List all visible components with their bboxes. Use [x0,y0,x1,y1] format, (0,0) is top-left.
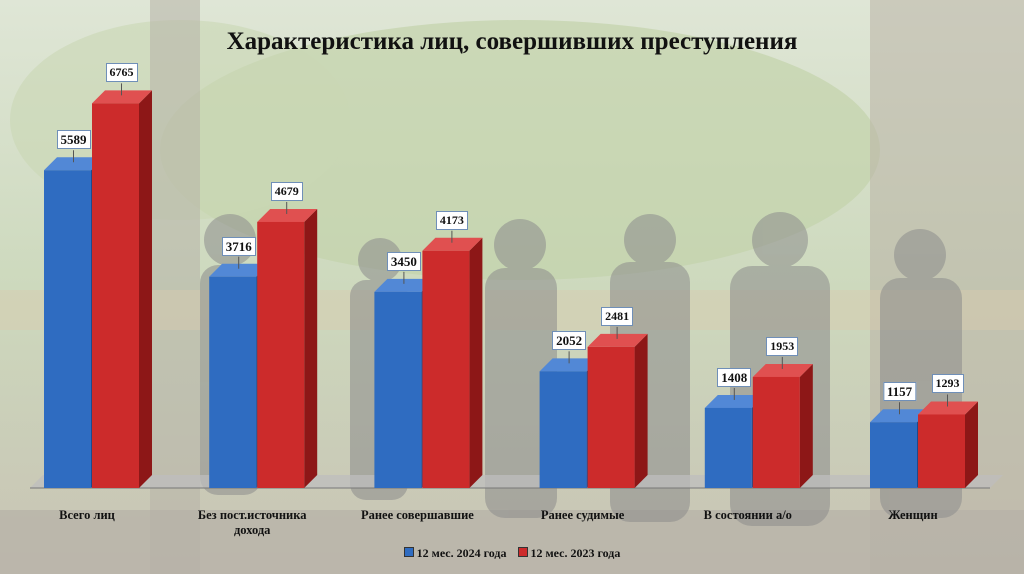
bar-top-2024-5 [870,409,930,423]
category-label-4: В состоянии а/о [673,508,823,523]
category-label-3-line-0: Ранее судимые [540,508,625,522]
bar-top-2023-2 [422,237,483,251]
category-label-4-line-0: В состоянии а/о [703,508,792,522]
bar-top-2024-2 [374,278,435,292]
bar-top-2023-0 [92,90,152,104]
data-label-2024-3: 2052 [552,331,587,351]
data-label-2023-2: 4173 [435,210,468,230]
bar-side-2023-0 [139,90,152,489]
category-label-1-line-1: дохода [233,523,271,537]
bar-2024-4 [704,407,752,488]
legend-item-2023: 12 мес. 2023 года [517,546,621,561]
category-label-2: Ранее совершавшие [342,508,492,523]
category-label-0: Всего лиц [12,508,162,523]
bar-2023-4 [752,376,800,488]
bar-2024-3 [539,371,587,488]
data-label-2023-4: 1953 [766,336,799,356]
bar-2023-0 [92,103,139,489]
bar-top-2023-3 [587,333,648,347]
data-label-2024-1: 3716 [221,236,256,256]
bar-2024-0 [44,170,91,488]
category-label-1-line-0: Без пост.источника [197,508,307,522]
chart-legend: 12 мес. 2024 года 12 мес. 2023 года [0,546,1024,561]
legend-label-2023: 12 мес. 2023 года [530,546,621,560]
data-label-2024-0: 5589 [56,130,91,150]
data-label-2023-0: 6765 [105,63,138,83]
category-label-1: Без пост.источника дохода [177,508,327,538]
bar-side-2023-3 [634,333,648,488]
chart-title: Характеристика лиц, совершивших преступл… [226,28,798,55]
bar-2024-1 [209,276,257,488]
data-label-2023-1: 4679 [270,181,303,201]
bar-top-2024-1 [209,263,270,277]
legend-item-2024: 12 мес. 2024 года [403,546,507,561]
category-label-3: Ранее судимые [508,508,658,523]
data-label-2024-4: 1408 [717,367,752,387]
legend-swatch-2024 [403,547,414,557]
bar-2024-2 [374,291,422,488]
bar-2023-5 [918,414,965,488]
data-label-2023-5: 1293 [931,374,964,394]
bar-2023-1 [257,221,305,488]
data-label-2024-2: 3450 [386,251,421,271]
legend-label-2024: 12 мес. 2024 года [416,546,507,560]
category-label-5: Женщин [838,508,988,523]
chart-floor [30,475,1003,488]
bar-top-2024-3 [539,358,600,372]
bar-2024-5 [870,422,917,488]
bar-top-2024-0 [44,157,104,171]
legend-swatch-2023 [517,547,528,557]
bar-top-2023-4 [752,363,813,377]
category-label-0-line-0: Всего лиц [59,508,115,522]
bar-side-2023-2 [469,237,483,488]
category-label-5-line-0: Женщин [888,508,938,522]
bar-top-2023-1 [257,208,318,222]
bar-2023-2 [422,250,470,488]
data-label-2023-3: 2481 [601,306,634,326]
bar-side-2023-1 [304,208,318,488]
bar-top-2023-5 [918,401,978,415]
bar-side-2023-4 [799,363,813,488]
category-label-2-line-0: Ранее совершавшие [360,508,474,522]
bar-2023-3 [587,346,635,488]
bar-top-2024-4 [704,394,765,408]
data-label-2024-5: 1157 [882,382,917,402]
bar-side-2023-5 [965,401,978,488]
